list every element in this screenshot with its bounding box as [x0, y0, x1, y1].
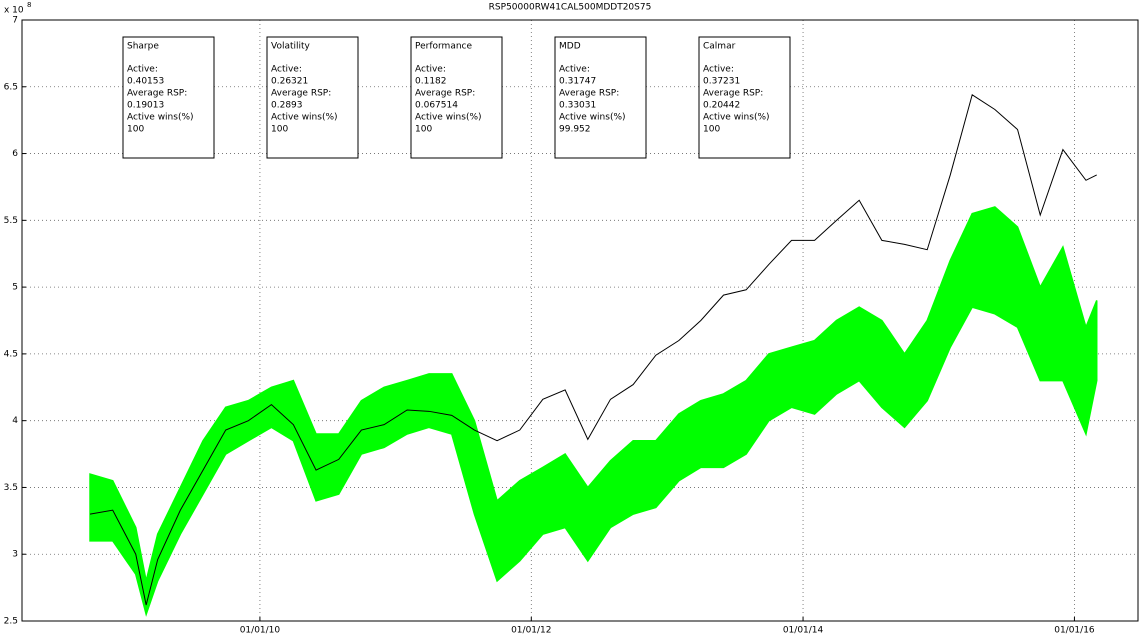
annotation-line: 0.31747	[559, 77, 596, 87]
y-tick-label: 4	[12, 416, 18, 426]
annotation-line: Active wins(%)	[127, 113, 194, 123]
annotation-line: 0.20442	[703, 101, 740, 111]
annotation-line: 100	[127, 125, 144, 135]
annotation-line: Active:	[415, 65, 446, 75]
annotation-title: MDD	[559, 42, 581, 52]
annotation-line: Active:	[127, 65, 158, 75]
annotation-line: 0.37231	[703, 77, 740, 87]
annotation-box: Sharpe Active: 0.40153 Average RSP: 0.19013 A…	[122, 36, 215, 159]
annotation-line: 99.952	[559, 125, 591, 135]
annotation-line: Average RSP:	[559, 89, 619, 99]
annotation-title: Calmar	[703, 42, 736, 52]
annotation-line: 100	[415, 125, 432, 135]
annotation-line: 0.1182	[415, 77, 447, 87]
annotation-box: MDD Active: 0.31747 Average RSP: 0.33031 Acti…	[554, 36, 647, 159]
chart-title: RSP50000RW41CAL500MDDT20S75	[489, 3, 652, 13]
x-tick-label: 01/01/10	[240, 626, 281, 636]
y-tick-label: 3.5	[4, 483, 18, 493]
annotation-frame	[698, 36, 791, 159]
annotation-frame	[122, 36, 215, 159]
annotation-line: Active wins(%)	[559, 113, 626, 123]
annotation-line: 0.33031	[559, 101, 596, 111]
annotation-line: Average RSP:	[127, 89, 187, 99]
annotation-line: 0.19013	[127, 101, 164, 111]
annotation-frame	[410, 36, 503, 159]
y-exponent: 8	[27, 1, 31, 9]
y-tick-label: 2.5	[4, 617, 18, 627]
x-tick-label: 01/01/16	[1054, 626, 1095, 636]
annotation-line: Active:	[271, 65, 302, 75]
annotation-box: Volatility Active: 0.26321 Average RSP: 0.28…	[266, 36, 359, 159]
rsp-band	[89, 206, 1098, 617]
annotation-line: 0.2893	[271, 101, 303, 111]
annotation-box: Calmar Active: 0.37231 Average RSP: 0.20442 A…	[698, 36, 791, 159]
annotation-frame	[266, 36, 359, 159]
annotation-line: Active wins(%)	[415, 113, 482, 123]
plot-frame	[21, 19, 1139, 622]
y-tick-label: 4.5	[4, 349, 18, 359]
annotation-title: Performance	[415, 42, 472, 52]
annotation-line: Active wins(%)	[703, 113, 770, 123]
y-tick-label: 3	[12, 550, 18, 560]
active-line	[89, 93, 1097, 606]
annotation-title: Sharpe	[127, 42, 159, 52]
annotation-box: Performance Active: 0.1182 Average RSP: 0.06…	[410, 36, 503, 159]
annotation-frame	[554, 36, 647, 159]
x-tick-label: 01/01/14	[783, 626, 824, 636]
annotation-line: 0.067514	[415, 101, 458, 111]
annotation-line: Active:	[559, 65, 590, 75]
x-tick-label: 01/01/12	[511, 626, 551, 636]
annotation-line: Average RSP:	[415, 89, 475, 99]
y-tick-label: 6.5	[4, 82, 18, 92]
annotation-line: Average RSP:	[271, 89, 331, 99]
annotation-line: 100	[271, 125, 288, 135]
annotation-line: 100	[703, 125, 720, 135]
y-tick-label: 5.5	[4, 216, 18, 226]
annotation-line: 0.40153	[127, 77, 164, 87]
y-tick-label: 7	[12, 16, 18, 26]
annotation-line: Active:	[703, 65, 734, 75]
y-multiplier: x 10	[4, 6, 24, 16]
annotation-title: Volatility	[271, 42, 311, 52]
y-tick-label: 6	[12, 149, 18, 159]
y-tick-label: 5	[12, 283, 18, 293]
annotation-line: 0.26321	[271, 77, 308, 87]
annotation-line: Active wins(%)	[271, 113, 338, 123]
annotation-line: Average RSP:	[703, 89, 763, 99]
